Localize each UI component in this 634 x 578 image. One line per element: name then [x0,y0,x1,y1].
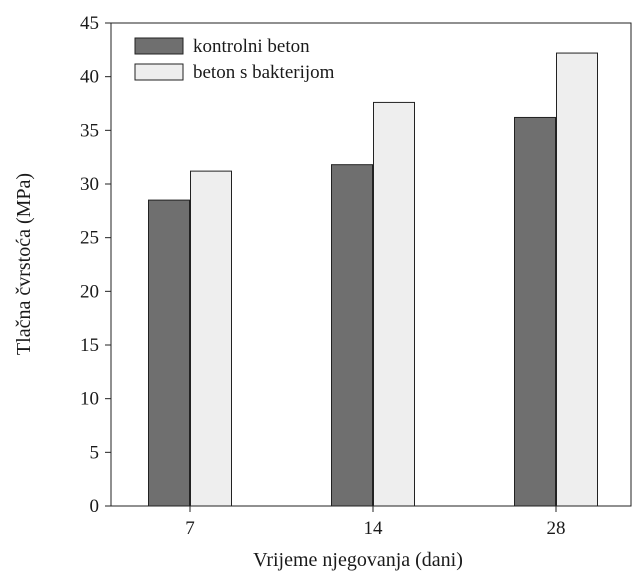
x-axis-title: Vrijeme njegovanja (dani) [253,549,463,571]
y-tick-label: 35 [80,120,99,141]
y-tick-label: 5 [90,442,100,463]
x-tick-label: 7 [185,518,195,539]
legend: kontrolni beton beton s bakterijom [134,36,335,83]
legend-label: kontrolni beton [193,36,310,57]
y-tick-label: 25 [80,228,99,249]
legend-swatch [134,37,184,55]
bar-control-14 [331,164,373,507]
bar-control-7 [148,199,190,507]
legend-label: beton s bakterijom [193,62,335,83]
x-axis: 7 14 28 [185,506,566,539]
y-tick-label: 0 [90,496,100,517]
y-tick-label: 45 [80,13,99,34]
y-tick-label: 30 [80,174,99,195]
bar-bacteria-7 [190,170,232,507]
plot-frame [110,22,632,507]
y-tick-label: 20 [80,281,99,302]
bar-control-28 [514,116,556,507]
bar-bacteria-28 [556,52,598,507]
legend-swatch [134,63,184,81]
y-axis-title: Tlačna čvrstoća (MPa) [13,173,35,355]
bar-bacteria-14 [373,101,415,507]
x-tick-label: 28 [547,518,566,539]
y-tick-label: 40 [80,67,99,88]
y-axis: 0 5 10 15 20 25 30 35 40 45 [80,13,111,517]
bars [148,52,598,507]
x-tick-label: 14 [364,518,384,539]
y-tick-label: 10 [80,389,99,410]
y-tick-label: 15 [80,335,99,356]
